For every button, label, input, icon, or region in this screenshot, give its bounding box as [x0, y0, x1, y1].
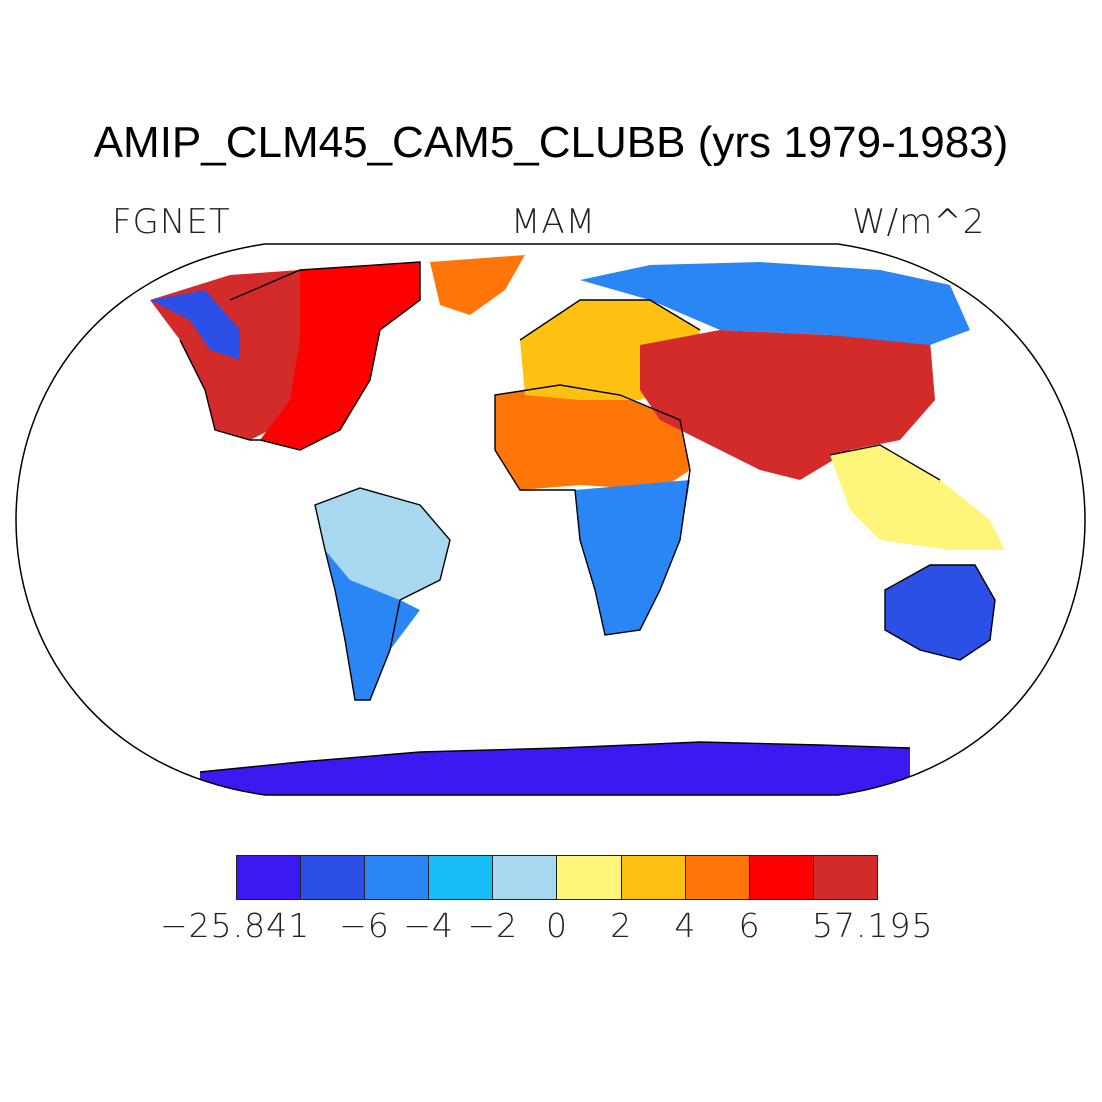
region-africa-north — [495, 385, 690, 490]
colorbar-swatch-0 — [236, 855, 302, 900]
colorbar-swatch-9 — [813, 855, 878, 900]
colorbar-tick-label: −4 — [403, 906, 454, 945]
colorbar-swatch-7 — [685, 855, 750, 900]
colorbar — [236, 855, 878, 900]
map-border — [15, 243, 1086, 796]
region-africa-south — [575, 480, 690, 635]
region-alaska — [150, 290, 240, 360]
region-south-america — [315, 488, 450, 600]
region-australia — [885, 565, 995, 660]
colorbar-tick-label: 6 — [738, 906, 761, 945]
coastlines — [179, 261, 996, 773]
season-label: MAM — [511, 202, 596, 242]
colorbar-tick-label: −6 — [339, 906, 390, 945]
colorbar-swatch-5 — [557, 855, 622, 900]
plot-title: AMIP_CLM45_CAM5_CLUBB (yrs 1979-1983) — [93, 118, 1009, 167]
region-antarctica — [200, 742, 910, 795]
colorbar-swatch-3 — [429, 855, 494, 900]
colorbar-swatch-8 — [749, 855, 814, 900]
colorbar-tick-label: 4 — [674, 906, 697, 945]
colorbar-tick-label: −2 — [467, 906, 519, 945]
colorbar-swatch-1 — [301, 855, 366, 900]
colorbar-swatch-4 — [493, 855, 558, 900]
region-north-america-east — [260, 262, 420, 450]
colorbar-tick-label: −25.841 — [160, 906, 311, 945]
colorbar-tick-label: 57.195 — [812, 906, 934, 945]
colorbar-tick-label: 2 — [610, 906, 633, 945]
region-greenland — [430, 255, 525, 315]
region-siberia — [580, 262, 970, 345]
region-asia-central — [640, 330, 935, 480]
colorbar-tick-label: 0 — [546, 906, 568, 945]
region-southeast-asia — [830, 445, 1005, 550]
land-fields — [150, 255, 1005, 795]
variable-label: FGNET — [112, 202, 231, 242]
colorbar-swatch-6 — [621, 855, 686, 900]
units-label: W/m^2 — [852, 202, 986, 242]
colorbar-swatch-2 — [365, 855, 430, 900]
